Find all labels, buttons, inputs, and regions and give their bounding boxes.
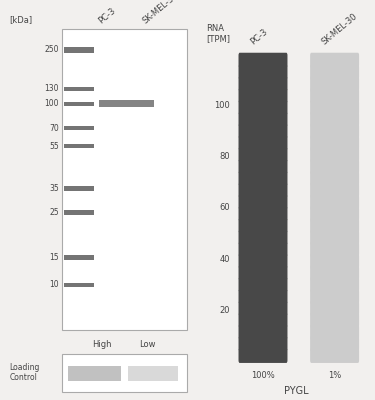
Text: 60: 60 — [219, 203, 230, 212]
FancyBboxPatch shape — [310, 171, 359, 186]
FancyBboxPatch shape — [64, 283, 94, 287]
FancyBboxPatch shape — [64, 210, 94, 215]
FancyBboxPatch shape — [238, 183, 288, 198]
FancyBboxPatch shape — [238, 64, 288, 79]
FancyBboxPatch shape — [238, 336, 288, 351]
FancyBboxPatch shape — [238, 218, 288, 233]
Text: PC-3: PC-3 — [96, 6, 117, 25]
FancyBboxPatch shape — [310, 336, 359, 351]
FancyBboxPatch shape — [310, 324, 359, 339]
FancyBboxPatch shape — [238, 206, 288, 221]
Text: 25: 25 — [49, 208, 59, 217]
FancyBboxPatch shape — [310, 88, 359, 103]
FancyBboxPatch shape — [310, 254, 359, 268]
FancyBboxPatch shape — [310, 112, 359, 127]
FancyBboxPatch shape — [238, 100, 288, 115]
FancyBboxPatch shape — [128, 366, 178, 381]
FancyBboxPatch shape — [310, 124, 359, 138]
FancyBboxPatch shape — [310, 159, 359, 174]
Text: 100: 100 — [214, 101, 230, 110]
FancyBboxPatch shape — [310, 76, 359, 91]
Text: Loading
Control: Loading Control — [9, 363, 40, 382]
FancyBboxPatch shape — [64, 126, 94, 130]
FancyBboxPatch shape — [310, 194, 359, 209]
FancyBboxPatch shape — [238, 194, 288, 209]
FancyBboxPatch shape — [310, 53, 359, 68]
FancyBboxPatch shape — [64, 255, 94, 260]
FancyBboxPatch shape — [99, 100, 154, 107]
Text: 80: 80 — [219, 152, 230, 161]
FancyBboxPatch shape — [310, 313, 359, 328]
FancyBboxPatch shape — [310, 289, 359, 304]
FancyBboxPatch shape — [68, 366, 121, 381]
FancyBboxPatch shape — [238, 348, 288, 363]
FancyBboxPatch shape — [310, 348, 359, 363]
Text: 15: 15 — [49, 253, 59, 262]
FancyBboxPatch shape — [310, 277, 359, 292]
FancyBboxPatch shape — [310, 242, 359, 257]
FancyBboxPatch shape — [238, 254, 288, 268]
FancyBboxPatch shape — [63, 28, 187, 330]
FancyBboxPatch shape — [238, 230, 288, 245]
Text: SK-MEL-30: SK-MEL-30 — [321, 12, 360, 46]
Text: 70: 70 — [49, 124, 59, 132]
Text: PC-3: PC-3 — [249, 27, 270, 46]
FancyBboxPatch shape — [64, 86, 94, 91]
FancyBboxPatch shape — [238, 53, 288, 68]
FancyBboxPatch shape — [310, 301, 359, 316]
Text: 130: 130 — [44, 84, 59, 93]
FancyBboxPatch shape — [310, 100, 359, 115]
FancyBboxPatch shape — [238, 88, 288, 103]
FancyBboxPatch shape — [238, 301, 288, 316]
FancyBboxPatch shape — [238, 289, 288, 304]
FancyBboxPatch shape — [310, 218, 359, 233]
Text: 100%: 100% — [251, 371, 275, 380]
Text: RNA
[TPM]: RNA [TPM] — [206, 24, 230, 43]
FancyBboxPatch shape — [238, 159, 288, 174]
FancyBboxPatch shape — [238, 171, 288, 186]
FancyBboxPatch shape — [64, 144, 94, 148]
FancyBboxPatch shape — [238, 313, 288, 328]
FancyBboxPatch shape — [238, 136, 288, 150]
Text: High: High — [93, 340, 112, 349]
FancyBboxPatch shape — [238, 266, 288, 280]
Text: 1%: 1% — [328, 371, 341, 380]
Text: PYGL: PYGL — [284, 386, 309, 396]
Text: 35: 35 — [49, 184, 59, 193]
FancyBboxPatch shape — [238, 76, 288, 91]
FancyBboxPatch shape — [64, 186, 94, 191]
Text: 100: 100 — [44, 100, 59, 108]
Text: 250: 250 — [44, 45, 59, 54]
FancyBboxPatch shape — [63, 354, 187, 392]
Text: [kDa]: [kDa] — [9, 15, 33, 24]
FancyBboxPatch shape — [64, 102, 94, 106]
Text: 10: 10 — [49, 280, 59, 289]
FancyBboxPatch shape — [310, 147, 359, 162]
FancyBboxPatch shape — [238, 277, 288, 292]
FancyBboxPatch shape — [238, 242, 288, 257]
FancyBboxPatch shape — [310, 230, 359, 245]
FancyBboxPatch shape — [64, 47, 94, 53]
FancyBboxPatch shape — [238, 324, 288, 339]
Text: 20: 20 — [219, 306, 230, 315]
FancyBboxPatch shape — [310, 183, 359, 198]
FancyBboxPatch shape — [310, 206, 359, 221]
Text: Low: Low — [139, 340, 155, 349]
FancyBboxPatch shape — [238, 112, 288, 127]
FancyBboxPatch shape — [310, 64, 359, 79]
FancyBboxPatch shape — [238, 147, 288, 162]
Text: 40: 40 — [219, 254, 230, 264]
FancyBboxPatch shape — [310, 266, 359, 280]
Text: 55: 55 — [49, 142, 59, 151]
FancyBboxPatch shape — [310, 136, 359, 150]
FancyBboxPatch shape — [238, 124, 288, 138]
Text: SK-MEL-30: SK-MEL-30 — [141, 0, 180, 25]
